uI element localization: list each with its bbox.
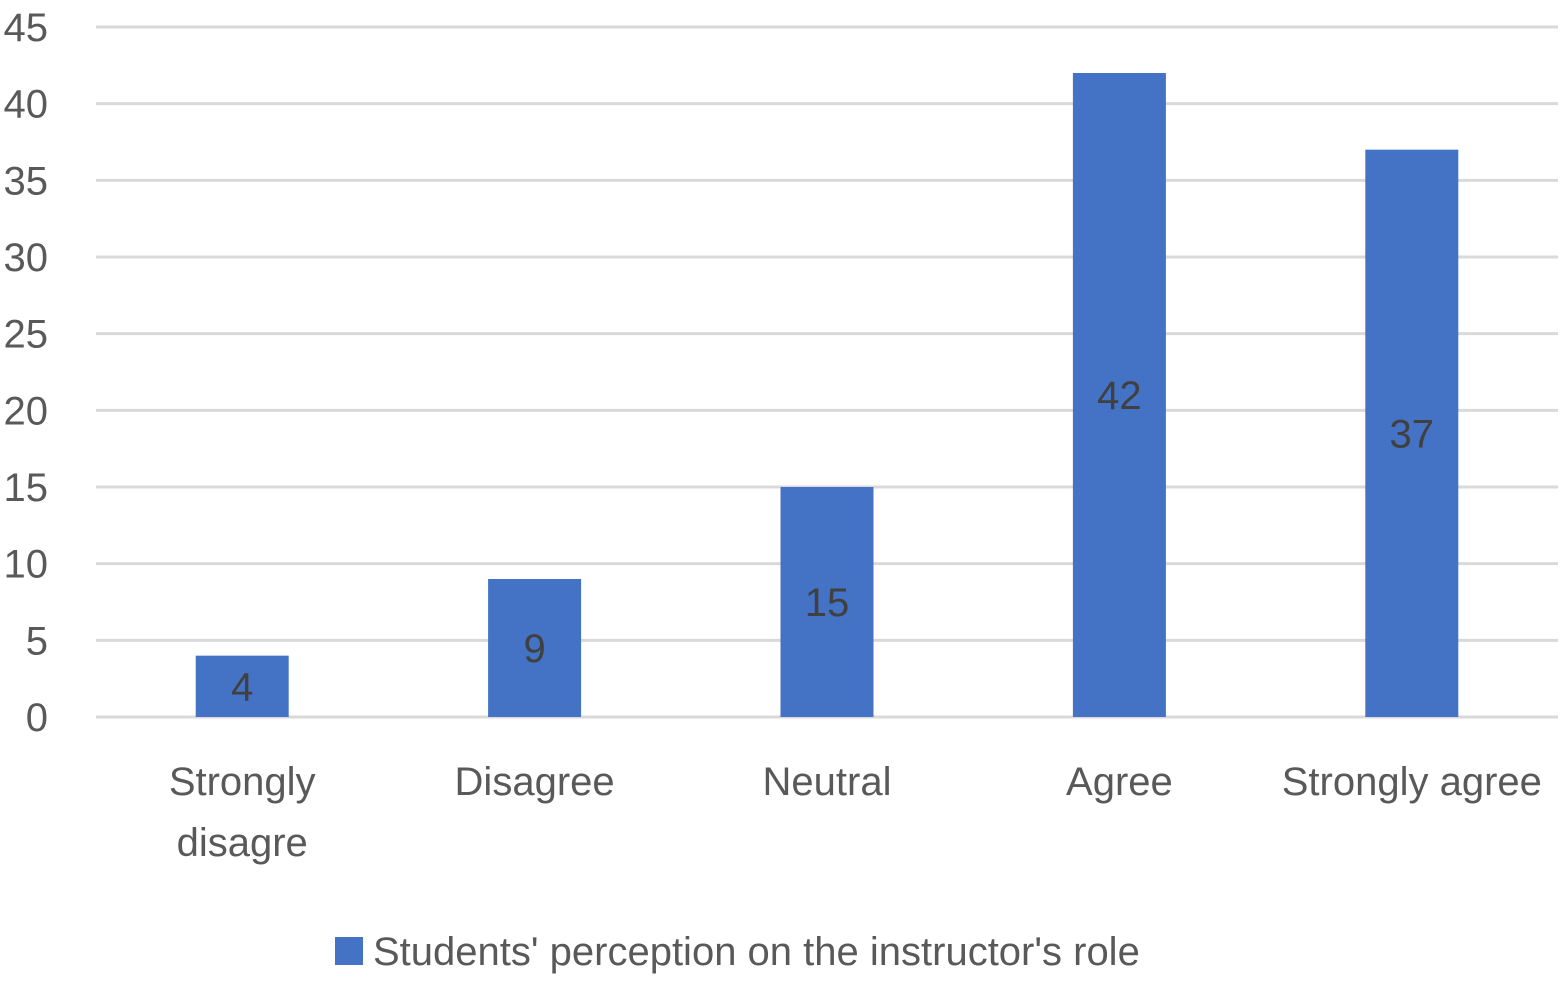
legend: Students' perception on the instructor's…	[335, 930, 1140, 974]
bar	[488, 579, 582, 717]
y-tick-label: 0	[26, 696, 48, 740]
x-tick-label: disagre	[177, 821, 308, 865]
y-tick-label: 25	[4, 313, 49, 357]
data-labels: 4 9 15 42 37	[231, 374, 1434, 709]
data-label: 4	[231, 665, 253, 709]
x-tick-label: Disagree	[455, 760, 615, 804]
x-tick-label: Strongly	[169, 760, 316, 804]
gridlines	[96, 25, 1558, 719]
y-axis-ticks: 0 5 10 15 20 25 30 35 40 45	[4, 6, 49, 740]
bars	[195, 73, 1459, 717]
x-axis-ticks: Strongly disagre Disagree Neutral Agree Stron…	[169, 760, 1542, 865]
y-tick-label: 10	[4, 543, 49, 587]
x-tick-label: Strongly agree	[1282, 760, 1542, 804]
legend-swatch	[335, 937, 363, 965]
data-label: 15	[805, 581, 850, 625]
y-tick-label: 35	[4, 159, 49, 203]
y-tick-label: 5	[26, 619, 48, 663]
y-tick-label: 40	[4, 83, 49, 127]
data-label: 42	[1097, 374, 1142, 418]
bar	[1072, 73, 1166, 717]
x-tick-label: Agree	[1066, 760, 1173, 804]
y-tick-label: 45	[4, 6, 49, 50]
data-label: 9	[523, 627, 545, 671]
y-tick-label: 20	[4, 389, 49, 433]
y-tick-label: 15	[4, 466, 49, 510]
data-label: 37	[1390, 412, 1435, 456]
bar	[780, 487, 874, 717]
bar	[1365, 149, 1459, 717]
bar	[195, 655, 289, 717]
legend-label: Students' perception on the instructor's…	[373, 930, 1140, 974]
y-tick-label: 30	[4, 236, 49, 280]
x-tick-label: Neutral	[763, 760, 892, 804]
